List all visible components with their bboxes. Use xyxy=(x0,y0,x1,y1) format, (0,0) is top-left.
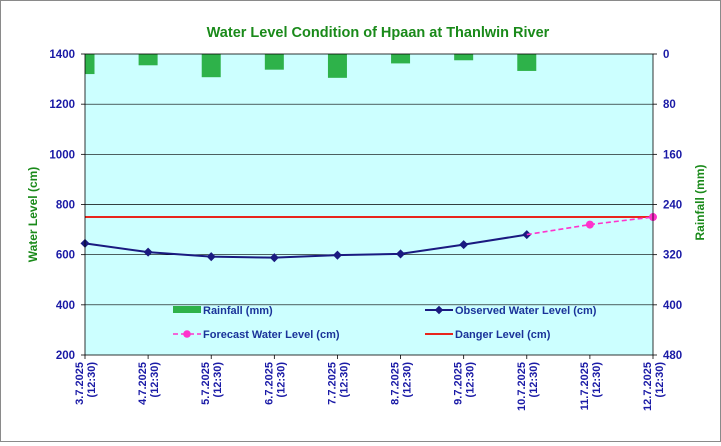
rainfall-bar xyxy=(327,54,347,78)
rainfall-bar xyxy=(454,54,474,61)
y-left-tick-label: 400 xyxy=(56,300,75,312)
forecast-line xyxy=(526,216,654,236)
legend-marker-observed xyxy=(434,305,444,315)
observed-point xyxy=(269,253,279,263)
y-left-tick-label: 1200 xyxy=(49,99,75,111)
y-right-tick-label: 400 xyxy=(663,300,682,312)
x-tick-label: 12.7.2025(12:30) xyxy=(642,362,666,411)
y-left-tick-label: 200 xyxy=(56,350,75,362)
x-tick-label-date: 11.7.2025 xyxy=(579,362,591,410)
forecast-point xyxy=(585,220,594,229)
x-tick-label: 6.7.2025(12:30) xyxy=(263,362,287,405)
observed-point xyxy=(459,240,469,250)
observed-point xyxy=(206,252,216,262)
legend-label: Rainfall (mm) xyxy=(203,305,273,317)
y-right-tick-label: 0 xyxy=(663,49,669,61)
x-tick-label-time: (12:30) xyxy=(654,362,666,398)
rainfall-bar xyxy=(85,54,95,75)
x-tick-label: 11.7.2025(12:30) xyxy=(579,362,603,411)
chart-title: Water Level Condition of Hpaan at Thanlw… xyxy=(207,25,550,41)
y-right-axis-title: Rainfall (mm) xyxy=(693,164,707,240)
x-tick-label: 7.7.2025(12:30) xyxy=(326,362,350,405)
legend-label: Forecast Water Level (cm) xyxy=(203,329,340,341)
x-tick-label: 9.7.2025(12:30) xyxy=(453,362,477,405)
axes: 2004006008001000120014004804003202401608… xyxy=(26,49,707,411)
legend-label: Danger Level (cm) xyxy=(455,329,551,341)
legend-marker-forecast xyxy=(183,330,191,338)
x-tick-label-date: 6.7.2025 xyxy=(263,362,275,405)
y-right-tick-label: 480 xyxy=(663,350,682,362)
x-tick-label-time: (12:30) xyxy=(338,362,350,398)
x-tick-label: 8.7.2025(12:30) xyxy=(390,362,414,405)
x-tick-label-date: 5.7.2025 xyxy=(200,362,212,405)
x-tick-label: 4.7.2025(12:30) xyxy=(137,362,161,405)
x-tick-label-time: (12:30) xyxy=(212,362,224,398)
legend-swatch-rainfall xyxy=(173,306,201,313)
plot-area xyxy=(80,53,657,356)
x-tick-label-date: 7.7.2025 xyxy=(326,362,338,405)
x-tick-label-date: 12.7.2025 xyxy=(642,362,654,411)
rainfall-bar xyxy=(517,54,537,71)
y-left-tick-label: 1400 xyxy=(49,49,75,61)
x-tick-label: 3.7.2025(12:30) xyxy=(74,362,98,405)
x-tick-label-time: (12:30) xyxy=(528,362,540,398)
observed-point xyxy=(332,250,342,260)
y-right-tick-label: 80 xyxy=(663,99,676,111)
x-tick-label-date: 3.7.2025 xyxy=(74,362,86,405)
x-tick-label-time: (12:30) xyxy=(591,362,603,398)
x-tick-label-time: (12:30) xyxy=(86,362,98,398)
observed-line xyxy=(84,233,527,259)
x-tick-label: 5.7.2025(12:30) xyxy=(200,362,224,405)
x-tick-label-time: (12:30) xyxy=(402,362,414,398)
y-left-tick-label: 1000 xyxy=(49,149,75,161)
x-tick-label: 10.7.2025(12:30) xyxy=(516,362,540,411)
x-tick-label-time: (12:30) xyxy=(149,362,161,398)
x-tick-label-date: 8.7.2025 xyxy=(390,362,402,405)
x-tick-label-time: (12:30) xyxy=(465,362,477,398)
y-right-tick-label: 240 xyxy=(663,200,682,212)
x-tick-label-date: 4.7.2025 xyxy=(137,362,149,405)
rainfall-bar xyxy=(138,54,158,66)
legend: Rainfall (mm) Observed Water Level (cm) Fo… xyxy=(173,305,597,341)
x-tick-label-date: 10.7.2025 xyxy=(516,362,528,411)
rainfall-bar xyxy=(264,54,284,70)
rainfall-bar xyxy=(201,54,221,78)
y-right-tick-label: 160 xyxy=(663,149,682,161)
legend-label: Observed Water Level (cm) xyxy=(455,305,597,317)
y-left-axis-title: Water Level (cm) xyxy=(26,167,40,263)
x-tick-label-time: (12:30) xyxy=(275,362,287,398)
y-left-tick-label: 800 xyxy=(56,200,75,212)
x-tick-label-date: 9.7.2025 xyxy=(453,362,465,405)
y-left-tick-label: 600 xyxy=(56,250,75,262)
y-right-tick-label: 320 xyxy=(663,250,682,262)
rainfall-bar xyxy=(391,54,411,64)
